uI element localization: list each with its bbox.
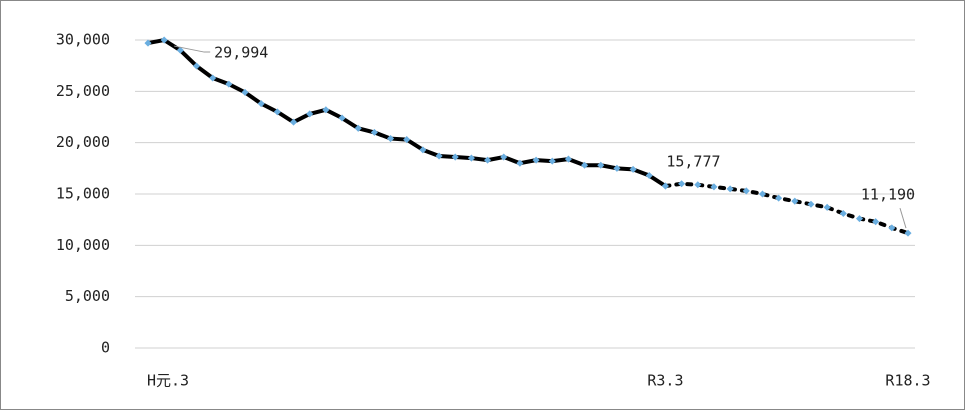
leader-line (899, 207, 907, 229)
marker (403, 136, 411, 144)
marker (564, 155, 572, 163)
data-label: 29,994 (214, 44, 268, 62)
marker (597, 161, 605, 169)
marker (839, 209, 847, 218)
y-tick-label: 20,000 (56, 133, 110, 151)
marker (257, 100, 265, 108)
marker (435, 152, 443, 160)
marker (726, 185, 734, 193)
marker (322, 106, 330, 114)
marker (160, 36, 168, 44)
x-tick-label: R3.3 (647, 372, 683, 390)
marker (500, 153, 508, 161)
marker (710, 183, 718, 191)
leader-line (174, 45, 211, 53)
marker (742, 187, 750, 195)
marker (467, 154, 475, 162)
marker (678, 180, 686, 188)
marker (289, 118, 298, 126)
marker (516, 159, 524, 167)
marker (273, 108, 281, 116)
marker (613, 164, 621, 172)
x-tick-label: H元.3 (147, 372, 189, 390)
marker (823, 203, 831, 211)
marker (904, 229, 912, 237)
y-tick-label: 10,000 (56, 236, 110, 254)
marker (306, 110, 314, 118)
marker (807, 200, 815, 208)
marker (419, 146, 427, 154)
marker (548, 157, 556, 165)
y-tick-label: 30,000 (56, 31, 110, 49)
marker (354, 124, 362, 132)
marker (241, 88, 249, 96)
x-tick-label: R18.3 (885, 372, 930, 390)
marker (225, 80, 233, 88)
marker (629, 165, 637, 173)
marker (176, 46, 184, 54)
marker (888, 224, 896, 232)
line (663, 181, 910, 236)
data-label: 11,190 (861, 186, 915, 204)
marker (484, 156, 492, 164)
y-tick-label: 15,000 (56, 185, 110, 203)
marker (387, 135, 395, 143)
marker (209, 74, 217, 82)
marker (775, 194, 783, 202)
marker (532, 156, 540, 164)
marker (338, 114, 346, 122)
y-tick-label: 0 (101, 339, 110, 357)
marker (581, 161, 589, 169)
marker (451, 153, 459, 161)
y-tick-label: 5,000 (65, 287, 110, 305)
marker (855, 215, 864, 223)
marker (661, 182, 669, 190)
y-tick-label: 25,000 (56, 82, 110, 100)
data-label: 15,777 (666, 153, 720, 171)
marker (758, 190, 767, 198)
marker (791, 197, 799, 205)
marker (872, 218, 880, 226)
marker (645, 171, 653, 180)
marker (694, 181, 702, 189)
marker (370, 128, 378, 136)
